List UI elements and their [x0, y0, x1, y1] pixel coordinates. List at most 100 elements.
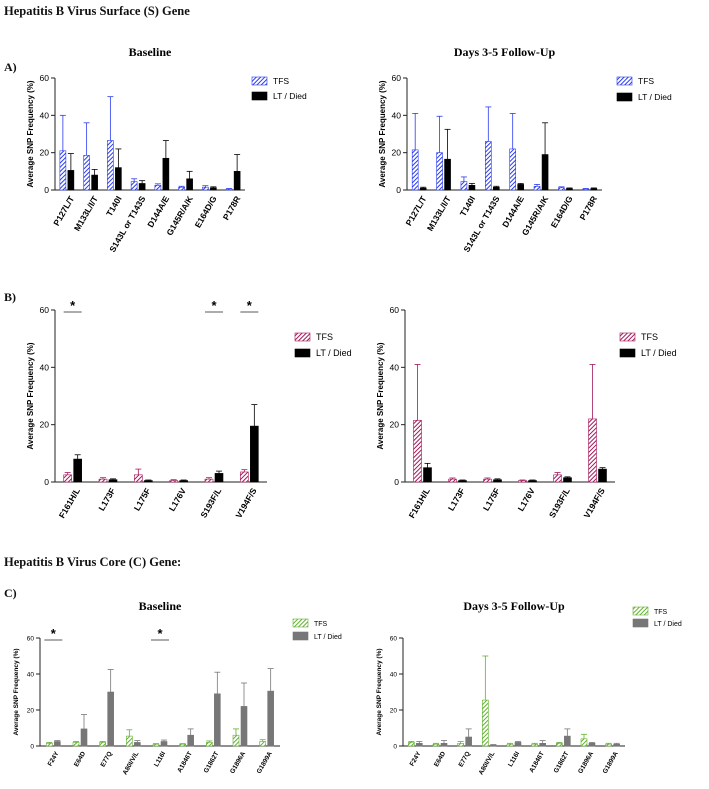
chart-title: Days 3-5 Follow-Up: [463, 599, 565, 613]
bar-tfs-l173f: [98, 478, 108, 483]
bar-tfs-e77q: [99, 742, 106, 747]
x-tick-label: P127L/T: [404, 194, 429, 228]
bar-lt-died-m133l-i-t: [91, 174, 98, 191]
y-tick-label: 0: [394, 477, 399, 487]
y-tick-label: 0: [44, 185, 49, 195]
x-tick-label: E64D: [73, 750, 87, 768]
bar-lt-died-l173f: [108, 479, 118, 483]
x-tick-label: G1899A: [256, 750, 274, 775]
bar-tfs-f161h-l: [413, 420, 422, 483]
bar-tfs-p178r: [225, 188, 233, 191]
bar-lt-died-p127l-t: [67, 170, 75, 191]
y-tick-label: 0: [393, 743, 397, 750]
bar-tfs-a80i-v-l: [482, 699, 489, 747]
x-tick-label: V194F/S: [233, 486, 258, 520]
bar-tfs-e164d-g: [558, 187, 565, 191]
x-tick-label: L176V: [167, 486, 188, 513]
y-tick-label: 20: [40, 420, 50, 430]
bar-lt-died-l116i: [514, 742, 522, 747]
bar-tfs-s193f-l: [553, 474, 562, 483]
bar-tfs-f24y: [46, 743, 53, 747]
bar-lt-died-s193f-l: [214, 473, 224, 483]
legend-label-lt-died: LT / Died: [316, 348, 352, 358]
x-tick-label: E64D: [433, 750, 447, 768]
bar-tfs-g1899a: [259, 741, 266, 747]
y-tick-label: 0: [396, 185, 401, 195]
bar-tfs-m133l-i-t: [83, 155, 90, 191]
y-tick-label: 40: [40, 110, 50, 120]
legend-label-tfs: TFS: [638, 76, 654, 86]
bar-tfs-s143l-or-t143s: [130, 181, 138, 191]
x-tick-label: L176V: [516, 486, 537, 513]
y-tick-label: 0: [44, 477, 49, 487]
bar-tfs-v194f-s: [240, 471, 249, 483]
y-axis-label: Average SNP Frequency (%): [378, 80, 387, 187]
chart-title: Baseline: [129, 45, 172, 59]
y-tick-label: 20: [390, 707, 398, 714]
bar-tfs-p127l-t: [59, 150, 67, 191]
bar-lt-died-g145r-a-k: [541, 154, 549, 191]
x-tick-label: L116I: [507, 750, 521, 768]
x-tick-label: E164D/G: [549, 194, 575, 230]
y-tick-label: 40: [27, 671, 35, 678]
legend-swatch-lt-died: [619, 348, 636, 358]
legend-label-lt-died: LT / Died: [641, 348, 677, 358]
legend-label-tfs: TFS: [641, 332, 658, 342]
bar-lt-died-p178r: [590, 188, 598, 191]
x-tick-label: F161H/L: [407, 486, 432, 520]
chart-title: Days 3-5 Follow-Up: [454, 45, 556, 59]
x-tick-label: L116I: [153, 750, 167, 768]
bar-lt-died-a80i-v-l: [134, 742, 141, 747]
bar-lt-died-l175f: [493, 479, 502, 483]
chart-a1-baseline: Baseline 0 20 40 60 Average SNP Frequency (%)…: [26, 45, 307, 254]
legend-label-lt-died: LT / Died: [638, 92, 672, 102]
legend-label-lt-died: LT / Died: [314, 634, 342, 641]
bar-tfs-l175f: [483, 478, 492, 483]
bar-tfs-g1899a: [605, 743, 612, 747]
bar-lt-died-f24y: [54, 741, 61, 747]
y-tick-label: 40: [390, 671, 398, 678]
x-tick-label: E77Q: [457, 751, 471, 769]
bar-lt-died-l176v: [528, 480, 537, 483]
panel-b-label: B): [4, 290, 16, 304]
significance-star: *: [70, 298, 76, 313]
bar-tfs-t140i: [107, 140, 114, 191]
bar-lt-died-l116i: [160, 741, 168, 747]
bar-tfs-g1896a: [580, 738, 588, 747]
bar-lt-died-g1899a: [267, 690, 274, 747]
bar-tfs-d144a-e: [509, 148, 516, 191]
chart-b2-followup: 0 20 40 60 Average SNP Frequency (%) F161H/L L…: [376, 305, 677, 520]
bar-lt-died-l176v: [179, 480, 188, 483]
x-tick-label: S193F/L: [198, 486, 223, 519]
x-tick-label: V194F/S: [582, 486, 607, 520]
y-tick-label: 20: [390, 420, 400, 430]
bar-lt-died-g1899a: [613, 743, 620, 747]
legend-label-tfs: TFS: [314, 621, 328, 628]
x-tick-label: A1846T: [528, 750, 546, 774]
y-axis-label: Average SNP Frequency (%): [26, 342, 35, 449]
x-tick-label: A1846T: [176, 750, 194, 774]
x-tick-label: E164D/G: [193, 194, 219, 230]
y-tick-label: 60: [40, 305, 50, 315]
y-axis-label: Average SNP Frequency (%): [376, 648, 383, 735]
bar-tfs-p178r: [582, 188, 590, 191]
bar-tfs-g1862t: [206, 742, 213, 747]
bar-tfs-p127l-t: [411, 149, 419, 191]
x-tick-label: L173F: [96, 486, 117, 512]
y-tick-label: 0: [30, 743, 34, 750]
y-tick-label: 40: [40, 362, 50, 372]
bar-lt-died-d144a-e: [162, 157, 170, 191]
x-tick-label: P178R: [221, 194, 243, 222]
legend-label-lt-died: LT / Died: [273, 91, 307, 101]
bar-tfs-e164d-g: [202, 186, 209, 191]
chart-a2-followup: Days 3-5 Follow-Up 0 20 40 60 Average SNP Fre…: [378, 45, 672, 254]
bar-tfs-l175f: [134, 474, 143, 483]
bar-lt-died-a1846t: [187, 734, 194, 747]
bar-tfs-t140i: [460, 181, 468, 191]
significance-star: *: [211, 298, 217, 313]
legend-label-lt-died: LT / Died: [654, 621, 682, 628]
bar-lt-died-p127l-t: [419, 187, 427, 191]
bar-tfs-g1896a: [232, 734, 240, 747]
x-tick-label: E77Q: [99, 751, 113, 769]
x-tick-label: S193F/L: [547, 486, 572, 519]
